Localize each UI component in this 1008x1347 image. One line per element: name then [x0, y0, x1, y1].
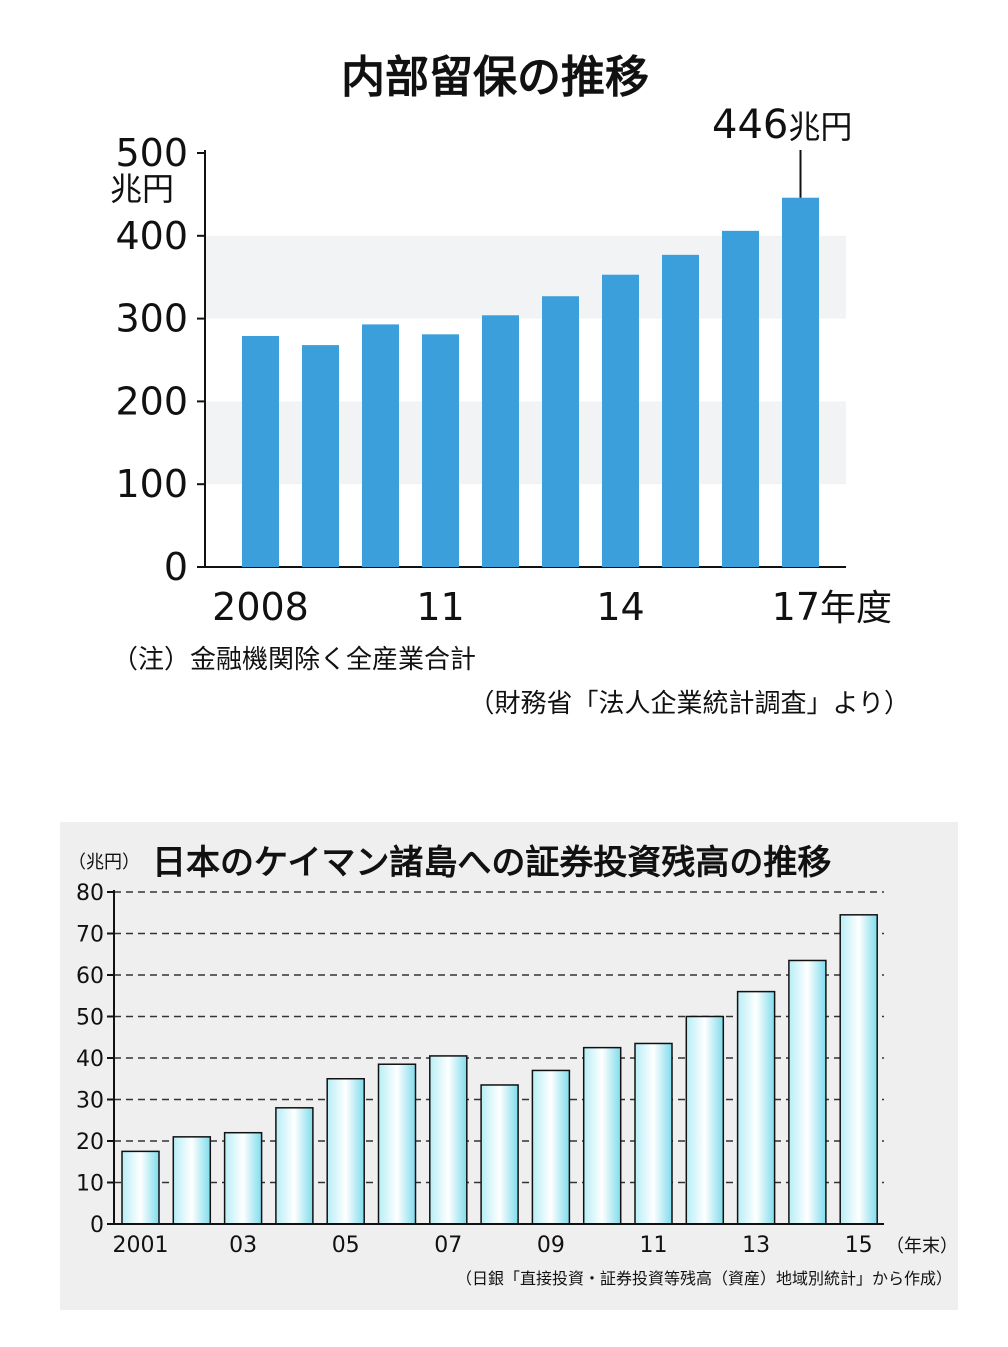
chart1-y-tick-label: 100 [115, 462, 188, 506]
chart2-y-unit: （兆円） [68, 852, 140, 873]
chart1-bars [242, 197, 819, 567]
chart1-annotation-value: 446 [712, 102, 788, 148]
chart1-x-tick-label: 17 [772, 585, 820, 629]
chart1-annotation: 446兆円 [712, 102, 852, 148]
chart1-bar-2011 [422, 334, 459, 567]
chart1-y-tick-label: 400 [115, 214, 188, 258]
chart1-bar-2010 [362, 324, 399, 567]
chart1-bar-2013 [542, 296, 579, 567]
chart2-y-tick-label: 60 [76, 964, 104, 989]
chart2-bar-2010 [582, 1046, 622, 1225]
chart2-bars [121, 914, 878, 1225]
chart2-y-tick-label: 30 [76, 1089, 104, 1114]
chart2-bar-2008 [480, 1084, 519, 1225]
chart-cayman-investment: （兆円） 日本のケイマン諸島への証券投資残高の推移 0 10 20 30 40 50 60 7… [60, 822, 958, 1310]
chart2-bar-2014 [788, 959, 827, 1225]
chart2-x-tick-label: 07 [434, 1233, 462, 1258]
chart1-x-tick-label: 11 [416, 585, 464, 629]
chart1-y-tick-label: 500 [115, 131, 188, 175]
chart1-title: 内部留保の推移 [341, 52, 649, 103]
chart2-x-tick-label: 15 [845, 1233, 873, 1258]
chart1-source: （財務省「法人企業統計調査」より） [469, 689, 910, 719]
chart1-y-tick-label: 0 [164, 545, 188, 589]
chart1-x-tick-label: 14 [596, 585, 644, 629]
chart1-bar-2009 [302, 345, 339, 567]
chart1-bar-2016 [722, 230, 759, 567]
chart2-bar-2003 [223, 1131, 263, 1225]
chart1-bar-2017 [782, 197, 819, 567]
chart2-x-axis-ticks: 2001 03 05 07 09 11 13 15 [113, 1233, 873, 1258]
chart2-y-axis-ticks: 0 10 20 30 40 50 60 70 80 [76, 881, 114, 1238]
chart1-bar-2015 [662, 254, 699, 567]
chart2-y-tick-label: 20 [76, 1130, 104, 1155]
chart1-x-tick-label: 2008 [212, 585, 309, 629]
chart1-bar-2014 [602, 274, 639, 567]
chart2-title: 日本のケイマン諸島への証券投資残高の推移 [152, 843, 831, 883]
chart2-bar-2006 [377, 1063, 417, 1225]
chart2-bar-2012 [685, 1015, 725, 1225]
chart2-y-tick-label: 10 [76, 1172, 104, 1197]
chart1-y-tick-label: 300 [115, 297, 188, 341]
chart-internal-reserves: 内部留保の推移 0 100 200 300 400 500 兆円 2008 11 14 17 年… [110, 52, 910, 719]
chart2-bar-2004 [275, 1107, 314, 1225]
chart2-bar-2007 [429, 1055, 468, 1225]
chart2-bar-2015 [839, 914, 878, 1225]
chart1-x-axis-ticks: 2008 11 14 17 [212, 585, 820, 629]
chart1-annotation-unit: 兆円 [788, 108, 852, 146]
chart2-bar-2002 [172, 1136, 212, 1225]
chart2-source: （日銀「直接投資・証券投資等残高（資産）地域別統計」から作成） [456, 1269, 952, 1288]
chart2-bar-2009 [531, 1069, 571, 1225]
chart2-x-unit: （年末） [886, 1236, 958, 1257]
chart2-y-tick-label: 40 [76, 1047, 104, 1072]
chart1-y-axis-ticks: 0 100 200 300 400 500 [115, 131, 205, 589]
chart2-x-tick-label: 13 [742, 1233, 770, 1258]
chart1-y-unit: 兆円 [110, 170, 174, 208]
chart2-x-tick-label: 09 [537, 1233, 565, 1258]
chart2-y-tick-label: 70 [76, 923, 104, 948]
chart2-y-tick-label: 50 [76, 1006, 104, 1031]
chart2-bar-2011 [634, 1042, 673, 1225]
chart1-bar-2012 [482, 315, 519, 567]
chart2-y-tick-label: 0 [90, 1213, 104, 1238]
chart1-note: （注）金融機関除く全産業合計 [112, 645, 476, 675]
chart2-x-tick-label: 2001 [113, 1233, 169, 1258]
chart1-bar-2008 [242, 335, 279, 567]
chart2-bar-2001 [121, 1150, 160, 1225]
chart2-y-tick-label: 80 [76, 881, 104, 906]
chart2-x-tick-label: 11 [640, 1233, 668, 1258]
chart2-bar-2005 [326, 1078, 365, 1225]
chart2-x-tick-label: 03 [229, 1233, 257, 1258]
chart2-x-tick-label: 05 [332, 1233, 360, 1258]
chart1-x-unit: 年度 [820, 588, 892, 629]
chart1-y-tick-label: 200 [115, 379, 188, 423]
chart2-bar-2013 [736, 990, 776, 1225]
